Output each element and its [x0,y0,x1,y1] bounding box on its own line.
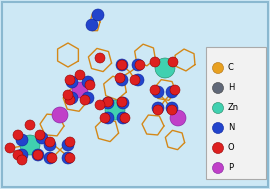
Circle shape [66,76,78,88]
Circle shape [80,95,90,105]
Circle shape [212,83,224,94]
Circle shape [117,97,127,107]
Circle shape [152,102,164,114]
Circle shape [72,82,88,98]
Circle shape [45,137,55,147]
Circle shape [166,86,178,98]
Circle shape [152,86,164,98]
Circle shape [65,137,75,147]
Circle shape [65,95,75,105]
Circle shape [5,143,15,153]
Circle shape [155,58,175,78]
Circle shape [63,90,73,100]
Circle shape [25,120,35,130]
Text: N: N [228,123,234,132]
Circle shape [135,60,145,70]
Text: O: O [228,143,235,153]
Circle shape [65,75,75,85]
Circle shape [62,152,74,164]
Circle shape [65,153,75,163]
Circle shape [102,112,114,124]
Circle shape [132,74,144,86]
Circle shape [82,76,94,88]
Circle shape [13,150,23,160]
Circle shape [116,59,128,71]
Circle shape [212,63,224,74]
Circle shape [36,132,48,144]
Circle shape [132,59,144,71]
Circle shape [130,75,140,85]
Circle shape [44,152,56,164]
Circle shape [170,85,180,95]
Circle shape [47,153,57,163]
Circle shape [117,60,127,70]
Circle shape [212,143,224,153]
Circle shape [102,97,114,109]
Circle shape [52,107,68,123]
Circle shape [20,135,40,155]
Circle shape [16,149,28,161]
Circle shape [170,110,186,126]
Circle shape [62,139,74,151]
Circle shape [115,73,125,83]
Circle shape [117,97,129,109]
Circle shape [150,85,160,95]
Circle shape [120,113,130,123]
Circle shape [35,130,45,140]
Circle shape [116,74,128,86]
Circle shape [32,149,44,161]
Circle shape [212,102,224,114]
FancyBboxPatch shape [206,47,266,179]
Circle shape [212,163,224,174]
Circle shape [105,100,125,120]
Text: P: P [228,163,233,173]
Circle shape [166,102,178,114]
Circle shape [86,19,98,31]
Text: C: C [228,64,234,73]
Circle shape [66,92,78,104]
Circle shape [95,53,105,63]
Circle shape [212,122,224,133]
Circle shape [150,57,160,67]
Circle shape [33,150,43,160]
Circle shape [168,57,178,67]
Circle shape [13,130,23,140]
Circle shape [95,100,105,110]
Circle shape [16,134,28,146]
Circle shape [85,80,95,90]
Circle shape [103,97,113,107]
Circle shape [44,139,56,151]
Circle shape [117,112,129,124]
Circle shape [167,105,177,115]
Circle shape [92,9,104,21]
Circle shape [82,92,94,104]
Circle shape [75,70,85,80]
Text: Zn: Zn [228,104,239,112]
Circle shape [100,113,110,123]
Text: H: H [228,84,234,92]
Circle shape [17,155,27,165]
Circle shape [153,105,163,115]
